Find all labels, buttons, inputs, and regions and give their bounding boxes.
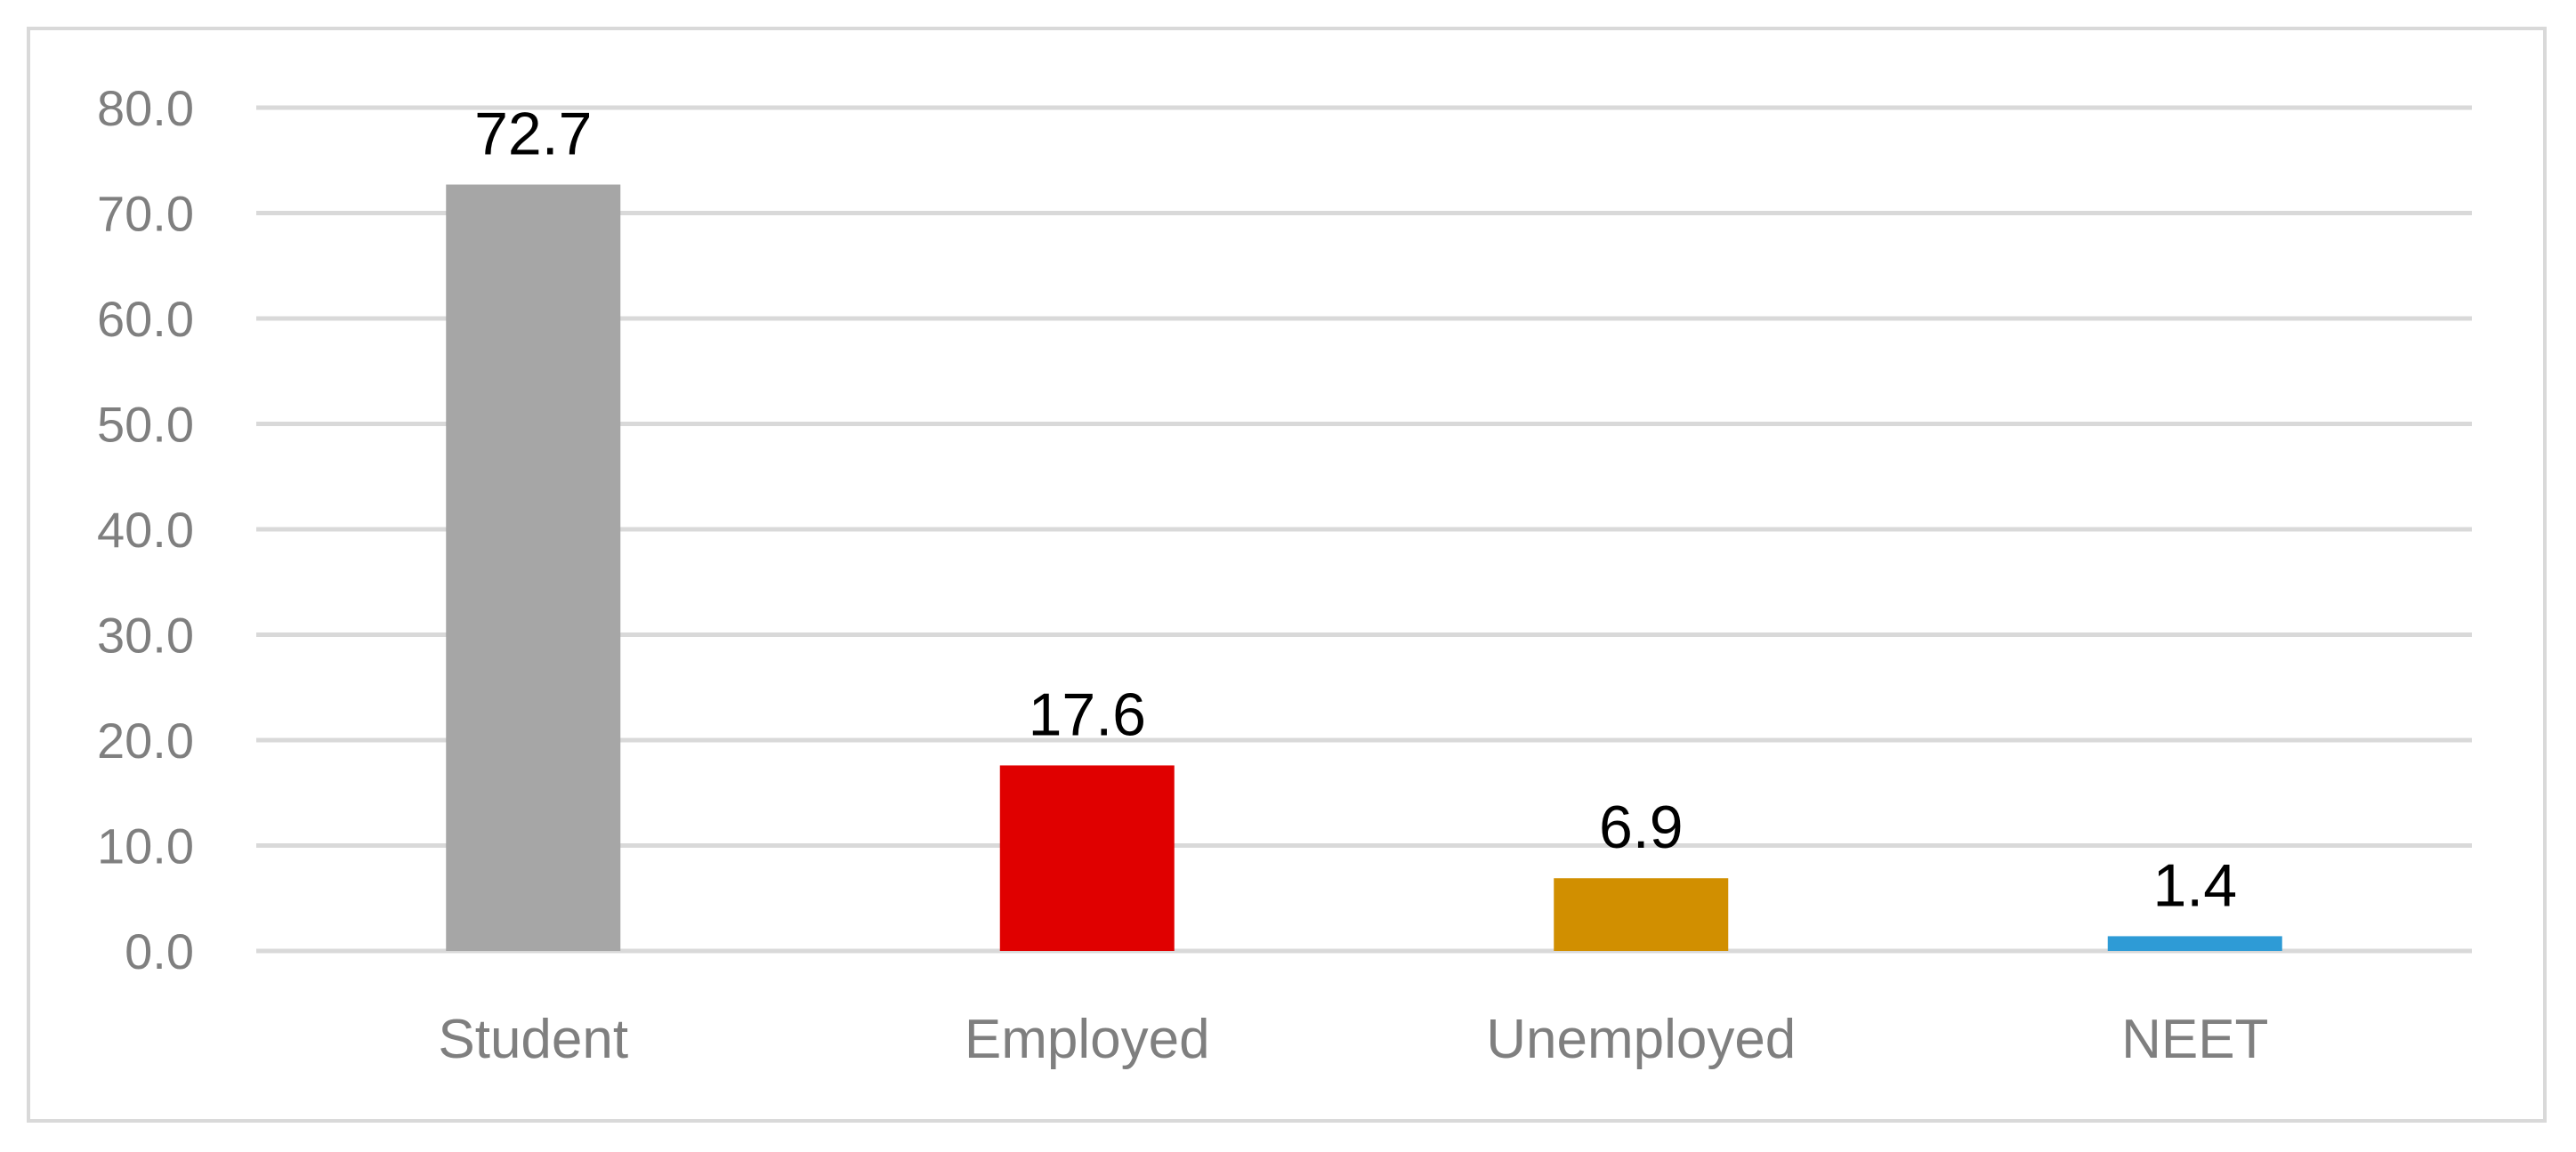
category-label-unemployed: Unemployed	[1486, 1009, 1796, 1070]
bar-employed	[999, 765, 1175, 951]
y-tick-label: 0.0	[125, 923, 194, 979]
y-tick-label: 80.0	[97, 80, 194, 136]
category-label-student: Student	[438, 1009, 628, 1070]
y-tick-label: 60.0	[97, 291, 194, 347]
bar-unemployed	[1554, 878, 1729, 951]
data-label-unemployed: 6.9	[1599, 794, 1684, 861]
y-axis-tick-labels: 0.0 10.0 20.0 30.0 40.0 50.0 60.0 70.0 80.0	[97, 80, 194, 979]
y-tick-label: 20.0	[97, 713, 194, 769]
category-label-neet: NEET	[2121, 1009, 2268, 1070]
gridlines	[256, 105, 2472, 954]
y-tick-label: 40.0	[97, 502, 194, 558]
bars	[446, 184, 2282, 951]
bar-neet	[2107, 936, 2282, 951]
y-tick-label: 30.0	[97, 608, 194, 664]
data-label-neet: 1.4	[2152, 851, 2237, 919]
bar-student	[446, 184, 621, 951]
data-label-employed: 17.6	[1029, 681, 1146, 748]
y-tick-label: 50.0	[97, 397, 194, 453]
y-tick-label: 10.0	[97, 818, 194, 874]
data-label-student: 72.7	[474, 101, 592, 168]
y-tick-label: 70.0	[97, 186, 194, 242]
x-axis-category-labels: Student Employed Unemployed NEET	[438, 1009, 2268, 1070]
category-label-employed: Employed	[965, 1009, 1210, 1070]
data-labels: 72.7 17.6 6.9 1.4	[474, 101, 2237, 920]
